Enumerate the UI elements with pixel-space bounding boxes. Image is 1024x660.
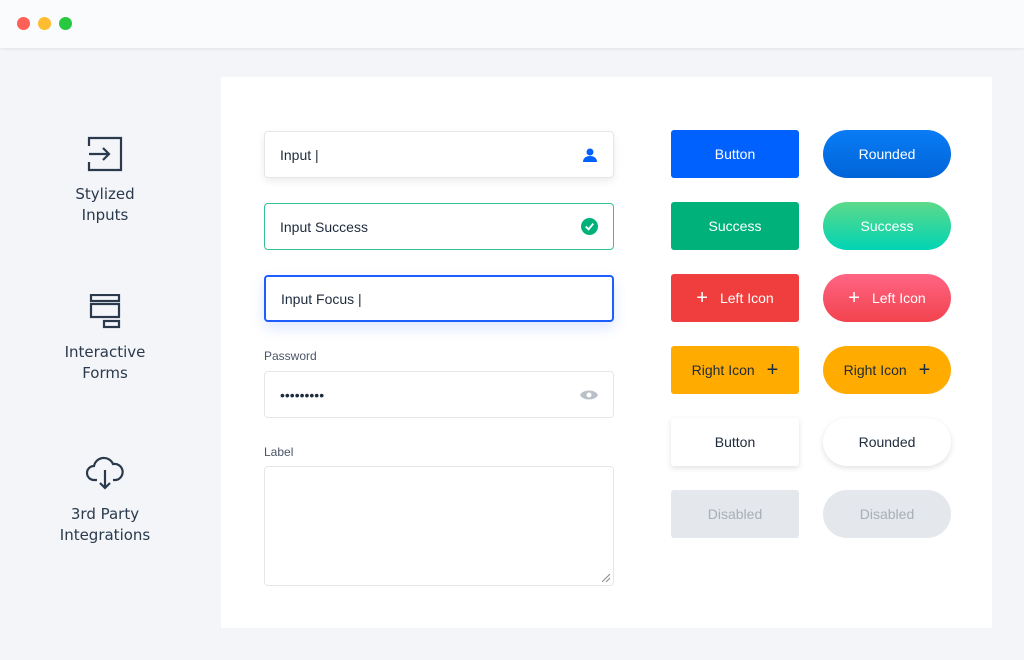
- input-value: Input Focus: [281, 290, 355, 307]
- sidebar-item-label: Forms: [82, 364, 128, 382]
- success-input-field[interactable]: Input Success: [264, 203, 614, 250]
- demo-panel: Input | Input Success Input Focus | Pass…: [221, 77, 992, 628]
- textarea-label: Label: [264, 445, 294, 459]
- left-icon-rounded-button[interactable]: + Left Icon: [823, 274, 951, 322]
- rounded-button[interactable]: Rounded: [823, 130, 951, 178]
- window-titlebar: [0, 0, 1024, 48]
- input-field[interactable]: Input |: [264, 131, 614, 178]
- left-icon-button[interactable]: + Left Icon: [671, 274, 799, 322]
- sidebar-item-label: Interactive: [64, 343, 146, 361]
- button-label: Rounded: [858, 434, 916, 450]
- password-label: Password: [264, 349, 317, 363]
- password-field[interactable]: •••••••••: [264, 371, 614, 418]
- user-icon: [583, 148, 597, 162]
- disabled-rounded-button: Disabled: [823, 490, 951, 538]
- success-rounded-button[interactable]: Success: [823, 202, 951, 250]
- sidebar-item-label: Integrations: [59, 526, 151, 544]
- check-circle-icon: [581, 218, 598, 235]
- sidebar-item-label: Stylized: [75, 185, 135, 203]
- plus-icon: +: [696, 286, 708, 309]
- maximize-window-button[interactable]: [59, 17, 72, 30]
- button-label: Button: [714, 146, 756, 162]
- right-icon-button[interactable]: Right Icon +: [671, 346, 799, 394]
- button-label: Right Icon: [843, 362, 907, 378]
- eye-icon[interactable]: [580, 389, 598, 401]
- resize-handle-icon[interactable]: [602, 574, 610, 582]
- white-rounded-button[interactable]: Rounded: [823, 418, 951, 466]
- input-value: Input Success: [280, 218, 368, 235]
- plus-icon: +: [766, 358, 779, 381]
- success-button[interactable]: Success: [671, 202, 799, 250]
- close-window-button[interactable]: [17, 17, 30, 30]
- disabled-button: Disabled: [671, 490, 799, 538]
- sidebar-item-interactive-forms[interactable]: Interactive Forms: [40, 294, 170, 384]
- button-label: Disabled: [859, 506, 915, 522]
- minimize-window-button[interactable]: [38, 17, 51, 30]
- button-label: Success: [708, 218, 762, 234]
- focus-input-field[interactable]: Input Focus |: [264, 275, 614, 322]
- button-label: Rounded: [858, 146, 916, 162]
- right-icon-rounded-button[interactable]: Right Icon +: [823, 346, 951, 394]
- plus-icon: +: [848, 286, 860, 309]
- plus-icon: +: [918, 358, 931, 381]
- button-label: Left Icon: [719, 290, 774, 306]
- button-label: Right Icon: [691, 362, 755, 378]
- white-button[interactable]: Button: [671, 418, 799, 466]
- button-label: Success: [860, 218, 914, 234]
- cloud-download-icon: [86, 456, 124, 490]
- sidebar-item-label: Inputs: [81, 206, 129, 224]
- button-label: Disabled: [707, 506, 763, 522]
- textarea-field[interactable]: [264, 466, 614, 586]
- sidebar-item-label: 3rd Party: [70, 505, 140, 523]
- password-value: •••••••••: [280, 386, 325, 403]
- input-value: Input: [280, 146, 312, 163]
- button-label: Left Icon: [871, 290, 926, 306]
- sidebar-item-integrations[interactable]: 3rd Party Integrations: [40, 456, 170, 546]
- sign-in-icon: [87, 136, 123, 172]
- button-label: Button: [714, 434, 756, 450]
- form-icon: [89, 294, 121, 329]
- primary-button[interactable]: Button: [671, 130, 799, 178]
- sidebar-item-stylized-inputs[interactable]: Stylized Inputs: [40, 136, 170, 226]
